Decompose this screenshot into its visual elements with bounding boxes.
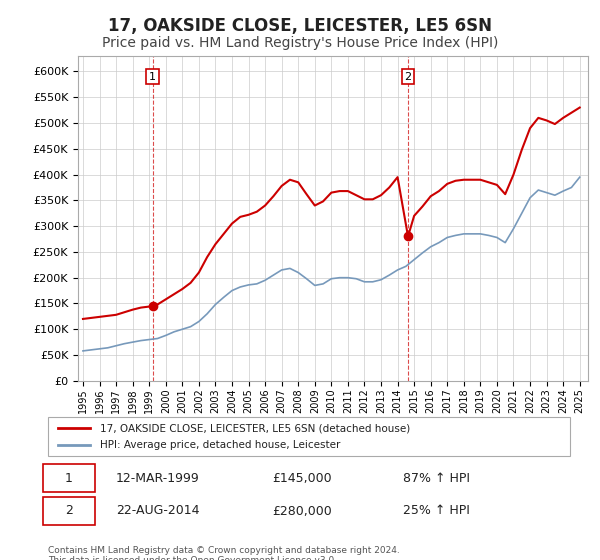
Text: Contains HM Land Registry data © Crown copyright and database right 2024.
This d: Contains HM Land Registry data © Crown c… bbox=[48, 546, 400, 560]
Text: £145,000: £145,000 bbox=[272, 472, 332, 484]
Text: 25% ↑ HPI: 25% ↑ HPI bbox=[403, 505, 470, 517]
FancyBboxPatch shape bbox=[48, 417, 570, 456]
Text: £280,000: £280,000 bbox=[272, 505, 332, 517]
Text: 22-AUG-2014: 22-AUG-2014 bbox=[116, 505, 199, 517]
Text: 2: 2 bbox=[404, 72, 412, 82]
Text: 2: 2 bbox=[65, 505, 73, 517]
Text: 1: 1 bbox=[65, 472, 73, 484]
FancyBboxPatch shape bbox=[43, 464, 95, 492]
Text: 17, OAKSIDE CLOSE, LEICESTER, LE5 6SN: 17, OAKSIDE CLOSE, LEICESTER, LE5 6SN bbox=[108, 17, 492, 35]
Text: 1: 1 bbox=[149, 72, 156, 82]
FancyBboxPatch shape bbox=[43, 497, 95, 525]
Text: 17, OAKSIDE CLOSE, LEICESTER, LE5 6SN (detached house): 17, OAKSIDE CLOSE, LEICESTER, LE5 6SN (d… bbox=[100, 423, 410, 433]
Text: Price paid vs. HM Land Registry's House Price Index (HPI): Price paid vs. HM Land Registry's House … bbox=[102, 36, 498, 50]
Text: HPI: Average price, detached house, Leicester: HPI: Average price, detached house, Leic… bbox=[100, 440, 341, 450]
Text: 12-MAR-1999: 12-MAR-1999 bbox=[116, 472, 200, 484]
Text: 87% ↑ HPI: 87% ↑ HPI bbox=[403, 472, 470, 484]
